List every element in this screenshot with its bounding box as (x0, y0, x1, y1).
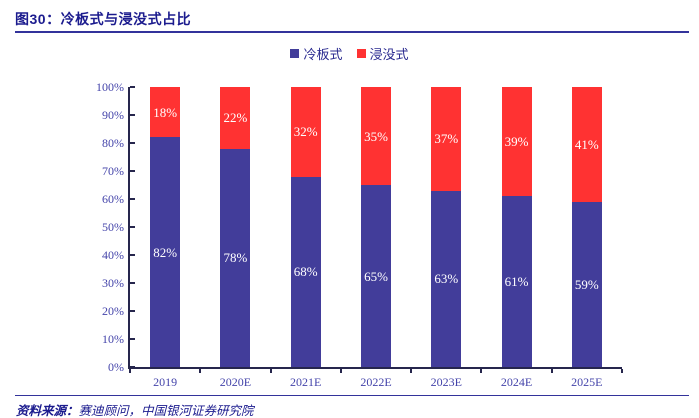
y-axis-tick-label: 90% (102, 108, 124, 122)
y-axis-tick (130, 86, 135, 88)
bar-segment (290, 176, 321, 367)
bar-value-label: 22% (223, 110, 248, 126)
x-axis-tick (269, 369, 272, 373)
x-axis-category-label: 2020E (219, 375, 252, 389)
bar-segment (150, 87, 181, 138)
bar-value-label: 32% (293, 124, 318, 140)
y-axis-tick-label: 0% (108, 360, 124, 374)
legend-swatch-icon (356, 49, 366, 58)
y-axis-tick-label: 70% (102, 164, 124, 178)
y-axis-tick (130, 310, 135, 312)
bar-segment (220, 148, 251, 367)
legend-item: 冷板式 (290, 44, 343, 63)
bar-segment (501, 87, 532, 197)
bar-segment (431, 87, 462, 191)
x-axis-category-label: 2022E (360, 375, 392, 389)
y-axis-tick (130, 282, 135, 284)
bar-segment (220, 87, 251, 149)
x-axis-line (128, 367, 622, 369)
x-axis-tick (199, 369, 202, 373)
legend-swatch-icon (290, 49, 300, 58)
x-axis-category-label: 2021E (290, 375, 322, 389)
y-axis-line (128, 87, 130, 369)
bar-value-label: 63% (434, 271, 459, 287)
y-axis-tick (130, 114, 135, 116)
bar-segment (361, 185, 391, 367)
bar-segment (501, 196, 532, 367)
y-axis-tick (130, 142, 135, 144)
y-axis-tick (130, 254, 135, 256)
legend-item: 浸没式 (356, 44, 409, 63)
y-axis-tick-label: 50% (102, 220, 124, 234)
y-axis-tick-label: 60% (102, 192, 124, 206)
bar-value-label: 61% (504, 274, 529, 290)
y-axis-tick-label: 20% (102, 304, 124, 318)
bar-segment (150, 137, 181, 367)
y-axis-tick (130, 170, 135, 172)
bar-segment (431, 190, 462, 367)
x-axis-category-label: 2019 (153, 375, 178, 389)
chart-legend: 冷板式 浸没式 (0, 44, 699, 63)
bar-segment (361, 87, 391, 185)
y-axis-tick (130, 338, 135, 340)
x-axis-tick (129, 369, 131, 373)
x-axis-tick (621, 369, 623, 373)
legend-label: 冷板式 (303, 47, 343, 62)
source-line: 资料来源：赛迪顾问，中国银河证券研究院 (16, 400, 254, 418)
bar-value-label: 37% (434, 131, 459, 147)
legend-label: 浸没式 (369, 47, 409, 62)
x-axis-tick (550, 369, 553, 373)
y-axis-tick (130, 198, 135, 200)
bar-value-label: 35% (364, 128, 388, 144)
title-rule (15, 31, 689, 33)
x-axis-category-label: 2023E (430, 375, 462, 389)
x-axis-tick (410, 369, 413, 373)
x-axis-tick (480, 369, 483, 373)
source-label: 资料来源： (16, 404, 79, 418)
bar-value-label: 59% (574, 276, 599, 292)
x-axis-category-label: 2024E (500, 375, 533, 389)
source-rule (15, 395, 689, 396)
bar-value-label: 68% (293, 264, 318, 280)
bar-value-label: 41% (574, 136, 599, 152)
bar-value-label: 18% (153, 104, 178, 120)
bar-value-label: 39% (504, 134, 529, 150)
x-axis-category-label: 2025E (571, 375, 603, 389)
y-axis-tick (130, 366, 135, 368)
y-axis-tick-label: 40% (102, 248, 124, 262)
bar-value-label: 78% (223, 250, 248, 266)
y-axis-tick-label: 80% (102, 136, 124, 150)
source-text: 赛迪顾问，中国银河证券研究院 (78, 404, 254, 418)
bar-segment (571, 87, 602, 202)
y-axis-tick (130, 226, 135, 228)
chart-title: 图30：冷板式与浸没式占比 (15, 11, 192, 27)
y-axis-tick-label: 100% (96, 80, 124, 94)
bar-segment (290, 87, 321, 177)
bar-value-label: 82% (153, 244, 178, 260)
bar-value-label: 65% (364, 268, 388, 284)
y-axis-tick-label: 10% (102, 332, 124, 346)
y-axis-tick-label: 30% (102, 276, 124, 290)
x-axis-tick (339, 369, 342, 373)
bar-segment (571, 201, 602, 367)
